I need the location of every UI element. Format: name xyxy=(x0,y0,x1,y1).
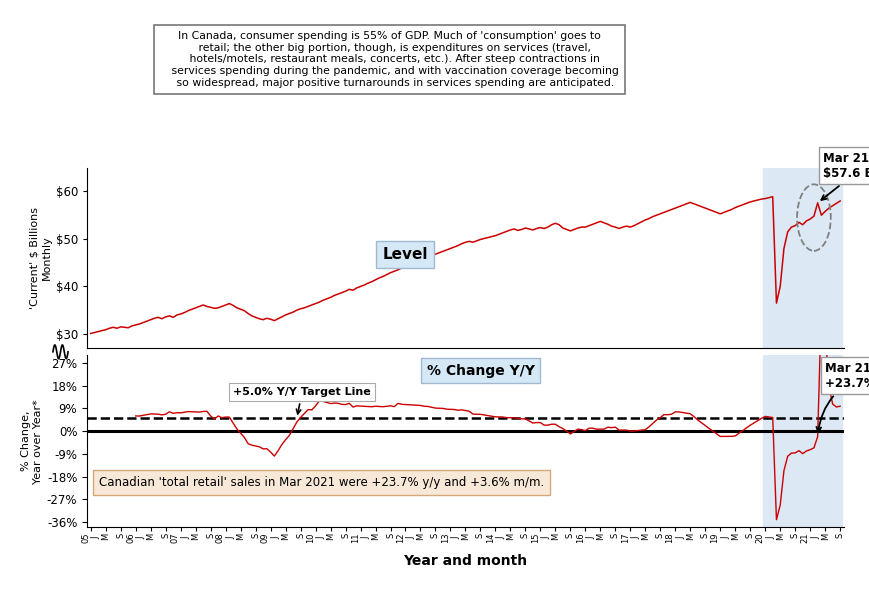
Text: Mar 21 =
+23.7% y/y: Mar 21 = +23.7% y/y xyxy=(815,362,869,432)
Text: In Canada, consumer spending is 55% of GDP. Much of 'consumption' goes to
   ret: In Canada, consumer spending is 55% of G… xyxy=(161,31,618,87)
Y-axis label: % Change,
Year over Year*: % Change, Year over Year* xyxy=(21,399,43,483)
Text: Mar 21 =
$57.6 Billion: Mar 21 = $57.6 Billion xyxy=(820,152,869,200)
Y-axis label: 'Current' $ Billions
Monthly: 'Current' $ Billions Monthly xyxy=(30,207,51,309)
Bar xyxy=(762,355,841,527)
Text: +5.0% Y/Y Target Line: +5.0% Y/Y Target Line xyxy=(233,387,370,414)
Text: % Change Y/Y: % Change Y/Y xyxy=(426,364,534,378)
Text: Level: Level xyxy=(381,247,428,262)
Bar xyxy=(762,168,841,348)
X-axis label: Year and month: Year and month xyxy=(403,555,527,568)
Text: Canadian 'total retail' sales in Mar 2021 were +23.7% y/y and +3.6% m/m.: Canadian 'total retail' sales in Mar 202… xyxy=(99,476,544,489)
